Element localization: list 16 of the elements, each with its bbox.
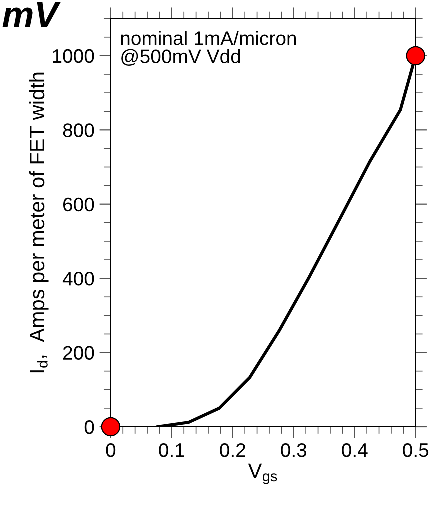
y-tick-label: 600 <box>64 198 94 212</box>
y-tick-label: 200 <box>63 346 94 360</box>
x-tick-label: 0.3 <box>281 443 307 458</box>
x-tick-label: 0.5 <box>403 443 429 458</box>
x-tick-label: 0.1 <box>159 443 184 458</box>
x-tick-label: 0 <box>106 443 116 458</box>
y-tick-label: 0 <box>84 420 94 434</box>
y-tick-label: 800 <box>63 124 94 138</box>
y-tick-label: 1000 <box>53 49 94 64</box>
y-tick-label: 400 <box>62 272 94 286</box>
chart-title: mV <box>2 2 61 28</box>
x-tick-label: 0.2 <box>220 443 246 458</box>
y-axis-title: I$_{d}$, Amps per meter of FET width <box>29 72 49 373</box>
x-tick-label: 0.4 <box>342 443 368 458</box>
annotation: nominal 1mA/micron @500mV Vdd <box>121 31 296 66</box>
x-axis-title: V$_{gs}$ <box>248 464 278 485</box>
